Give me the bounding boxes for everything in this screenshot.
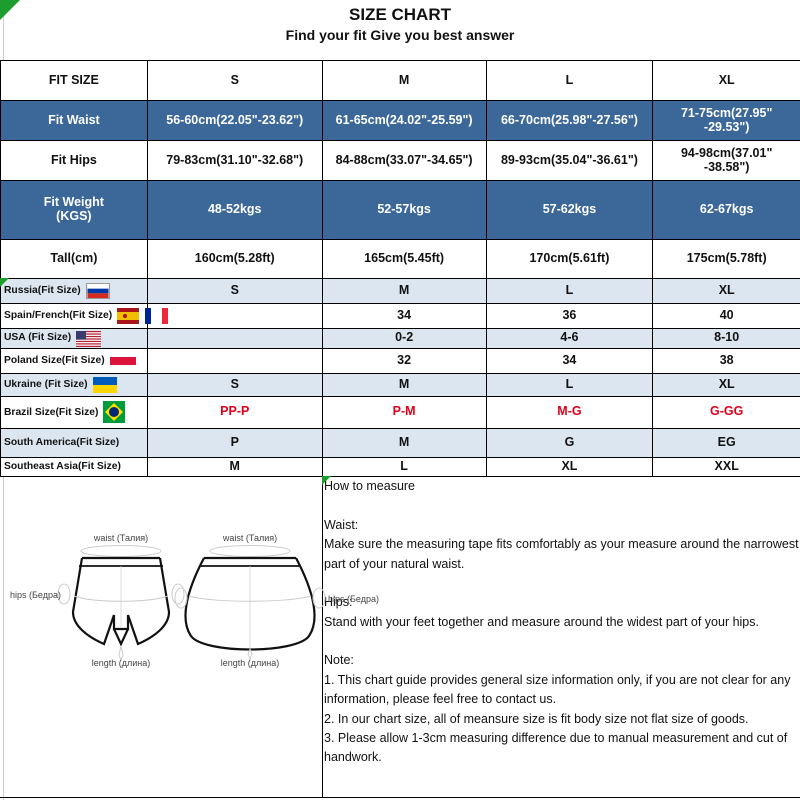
- svg-text:hips (Бедра): hips (Бедра): [10, 590, 61, 600]
- svg-text:waist (Талия): waist (Талия): [222, 533, 277, 543]
- svg-text:length (длина): length (длина): [221, 658, 280, 668]
- svg-text:hips (Бедра): hips (Бедра): [328, 594, 379, 604]
